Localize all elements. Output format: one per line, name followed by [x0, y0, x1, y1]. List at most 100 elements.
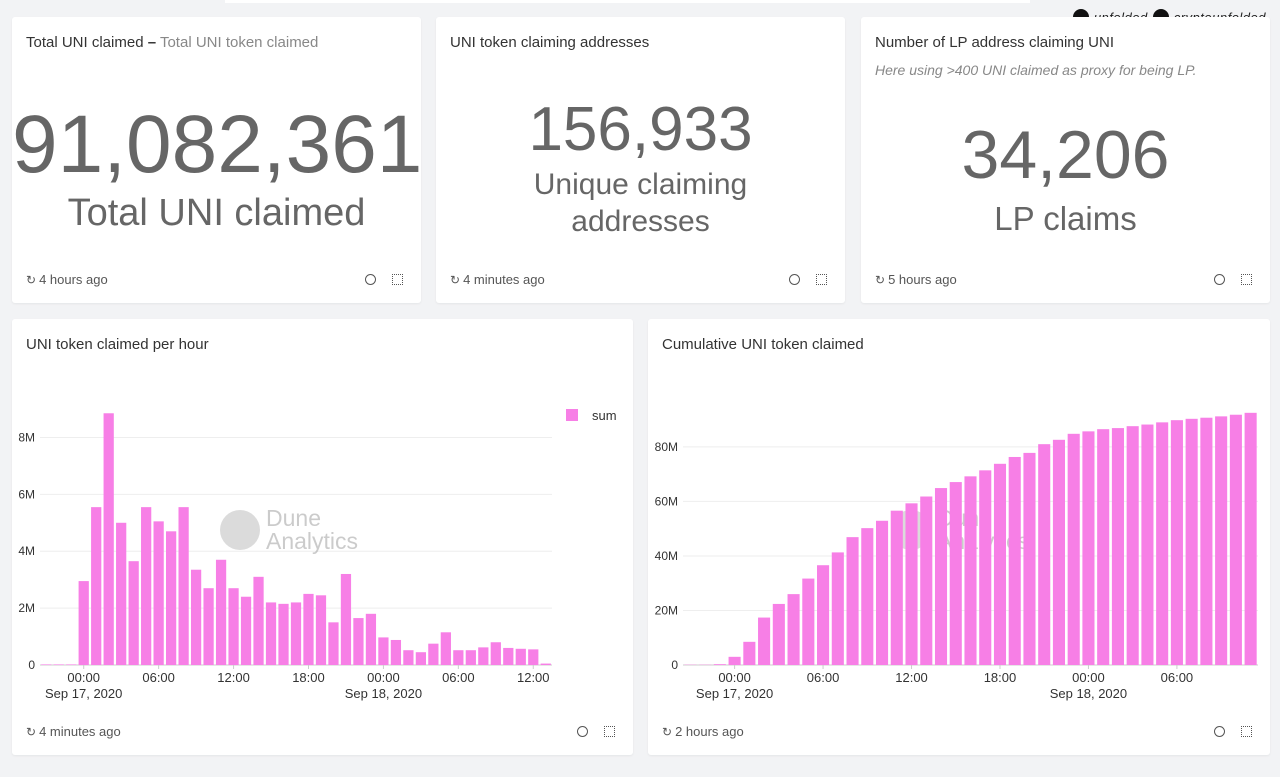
- bar: [528, 649, 539, 665]
- bar: [1082, 431, 1095, 665]
- card-actions: [1214, 274, 1252, 285]
- card-actions: [789, 274, 827, 285]
- bar: [66, 664, 77, 665]
- x-date-label: Sep 17, 2020: [45, 686, 122, 701]
- counter-label: Total UNI claimed: [67, 192, 366, 234]
- x-tick-label: 00:00: [718, 670, 751, 685]
- zoom-button[interactable]: [1214, 274, 1225, 285]
- bar: [540, 663, 551, 665]
- x-tick-label: 06:00: [807, 670, 840, 685]
- bar: [743, 641, 756, 665]
- chart-title: UNI token claimed per hour: [26, 336, 209, 353]
- bar: [453, 650, 464, 665]
- expand-button[interactable]: [1241, 274, 1252, 285]
- zoom-button[interactable]: [789, 274, 800, 285]
- bar: [1200, 417, 1213, 665]
- bar: [934, 488, 948, 665]
- x-tick-label: 06:00: [142, 670, 175, 685]
- bar: [41, 664, 52, 665]
- bar: [340, 573, 352, 665]
- legend-label: sum: [592, 408, 617, 423]
- bar: [428, 643, 439, 665]
- legend-swatch: [566, 409, 578, 421]
- x-tick-label: 06:00: [1161, 670, 1194, 685]
- bar: [1008, 456, 1021, 665]
- bar: [403, 650, 414, 665]
- title: Total UNI claimed: [26, 34, 144, 51]
- counter-value: 34,206: [961, 117, 1170, 193]
- card-title: Total UNI claimed – Total UNI token clai…: [26, 34, 319, 51]
- y-tick-label: 2M: [18, 601, 35, 615]
- x-tick-label: 00:00: [67, 670, 100, 685]
- bar: [905, 503, 918, 665]
- bar: [993, 463, 1007, 665]
- expand-button[interactable]: [604, 726, 615, 737]
- bar: [103, 413, 114, 665]
- bar: [478, 647, 489, 665]
- bar: [190, 569, 202, 665]
- bar: [920, 496, 933, 665]
- counter-label: LP claims: [994, 200, 1137, 237]
- y-tick-label: 60M: [655, 494, 678, 508]
- bar: [1156, 422, 1169, 665]
- bar: [378, 637, 389, 665]
- bar: [713, 664, 726, 665]
- expand-button[interactable]: [816, 274, 827, 285]
- bar: [228, 588, 239, 665]
- counter-value: 91,082,361: [12, 99, 421, 190]
- bar: [1023, 452, 1036, 665]
- x-tick-label: 12:00: [517, 670, 550, 685]
- bar: [758, 617, 771, 665]
- bar: [515, 648, 526, 665]
- bar: [328, 622, 339, 665]
- watermark-logo: [220, 510, 260, 550]
- bar: [153, 521, 164, 665]
- x-tick-label: 18:00: [984, 670, 1017, 685]
- y-tick-label: 80M: [655, 440, 678, 454]
- bar: [1097, 429, 1110, 665]
- refresh-time: 4 hours ago: [26, 272, 108, 287]
- card-actions: [577, 726, 615, 737]
- bar: [1038, 444, 1051, 665]
- y-tick-label: 8M: [18, 430, 35, 444]
- expand-button[interactable]: [1241, 726, 1252, 737]
- refresh-time: 4 minutes ago: [450, 272, 545, 287]
- x-tick-label: 06:00: [442, 670, 475, 685]
- chart-card: Cumulative UNI token claimed 0 20M 40M 60M 8…: [648, 319, 1270, 755]
- bar: [1185, 418, 1198, 665]
- card-actions: [365, 274, 403, 285]
- y-tick-label: 6M: [18, 487, 35, 501]
- card-title: Number of LP address claiming UNI: [875, 34, 1114, 51]
- x-tick-label: 12:00: [895, 670, 928, 685]
- expand-button[interactable]: [392, 274, 403, 285]
- bar: [303, 593, 314, 665]
- card-title: UNI token claiming addresses: [450, 34, 650, 51]
- y-tick-label: 40M: [655, 549, 678, 563]
- zoom-button[interactable]: [1214, 726, 1225, 737]
- card-actions: [1214, 726, 1252, 737]
- bar: [178, 507, 189, 665]
- y-tick-label: 0: [671, 658, 678, 672]
- bar: [817, 565, 830, 665]
- bar: [141, 507, 152, 665]
- bar: [415, 652, 426, 665]
- bar: [315, 595, 327, 665]
- bar: [353, 618, 364, 665]
- bar: [290, 602, 302, 665]
- zoom-button[interactable]: [365, 274, 376, 285]
- bar: [890, 510, 903, 665]
- bar: [240, 596, 252, 665]
- bar: [846, 537, 859, 665]
- bar: [365, 613, 377, 665]
- chart-title: Cumulative UNI token claimed: [662, 336, 864, 353]
- bar: [772, 603, 785, 665]
- bar: [1229, 414, 1242, 665]
- bar: [215, 559, 227, 665]
- bar: [728, 656, 741, 665]
- bar: [949, 482, 962, 665]
- zoom-button[interactable]: [577, 726, 588, 737]
- bar: [1126, 426, 1139, 665]
- bar: [964, 476, 977, 665]
- bar: [861, 528, 874, 665]
